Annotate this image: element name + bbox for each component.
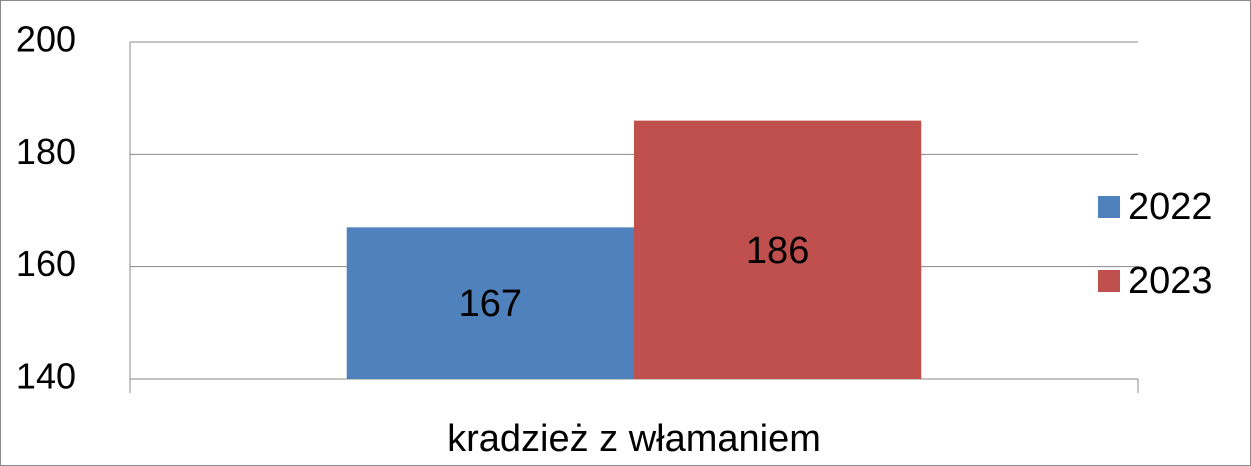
legend-label: 2022 — [1128, 186, 1213, 228]
y-tick-label: 160 — [16, 243, 76, 284]
data-label: 167 — [459, 283, 522, 325]
y-tick-label: 140 — [16, 356, 76, 397]
bar — [634, 120, 922, 379]
legend-swatch — [1098, 196, 1120, 218]
y-tick-label: 200 — [16, 19, 76, 60]
bar — [346, 227, 634, 379]
legend-label: 2023 — [1128, 260, 1213, 302]
legend-swatch — [1098, 270, 1120, 292]
data-label: 186 — [746, 230, 809, 272]
y-tick-label: 180 — [16, 131, 76, 172]
x-tick-label: kradzież z włamaniem — [447, 418, 821, 460]
